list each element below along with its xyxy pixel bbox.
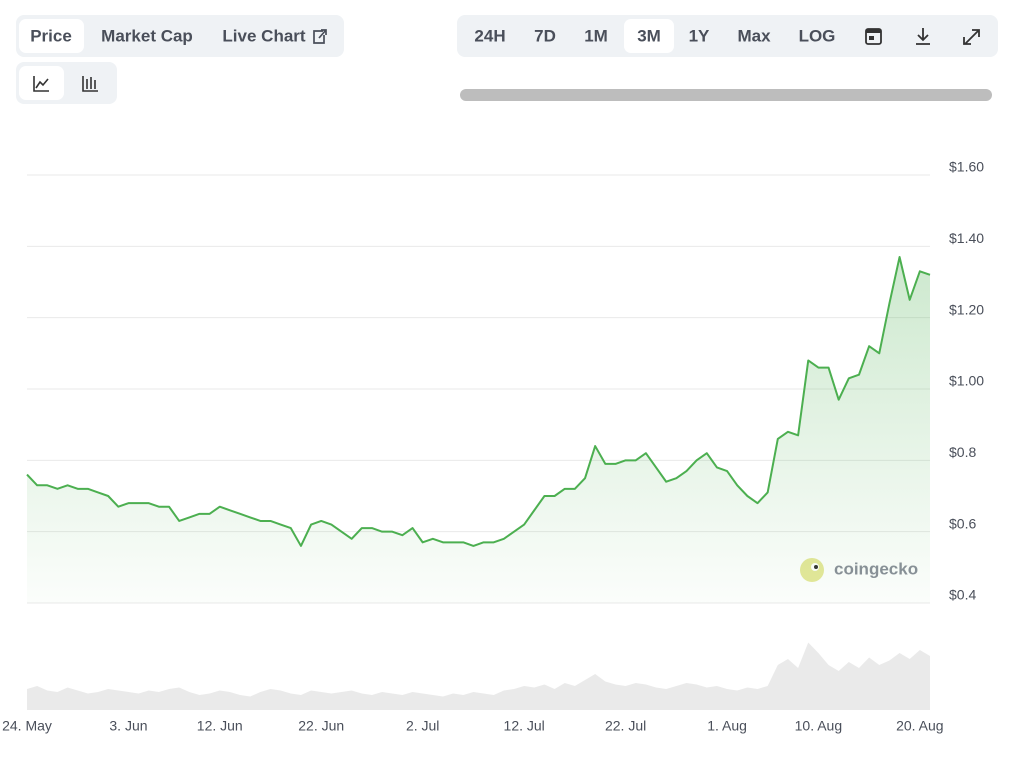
range-button[interactable]: 7D xyxy=(534,26,556,45)
y-tick-label: $0.4 xyxy=(949,587,976,603)
y-tick-label: $1.00 xyxy=(949,373,984,389)
range-button[interactable]: 3M xyxy=(637,26,661,45)
range-group xyxy=(457,15,998,57)
scrollbar[interactable] xyxy=(460,89,992,101)
tab-button[interactable]: Market Cap xyxy=(101,26,193,45)
live-chart-icon xyxy=(313,29,327,44)
x-tick-label: 10. Aug xyxy=(795,718,843,734)
price-line xyxy=(26,256,931,547)
range-button[interactable]: 1M xyxy=(584,26,608,45)
active-tab-bg xyxy=(19,19,84,53)
range-button[interactable]: 24H xyxy=(474,26,505,45)
price-area xyxy=(27,257,930,603)
calendar-button[interactable] xyxy=(865,28,882,45)
x-tick-label: 24. May xyxy=(2,718,52,734)
y-tick-label: $0.8 xyxy=(949,444,976,460)
range-button[interactable]: LOG xyxy=(799,26,836,45)
y-tick-label: $1.40 xyxy=(949,230,984,246)
volume-area xyxy=(27,642,930,710)
y-tick-label: $1.20 xyxy=(949,301,984,317)
y-tick-label: $1.60 xyxy=(949,159,984,175)
x-tick-label: 22. Jun xyxy=(298,718,344,734)
download-button[interactable] xyxy=(916,28,930,45)
x-tick-label: 20. Aug xyxy=(896,718,944,734)
x-tick-label: 3. Jun xyxy=(109,718,147,734)
fullscreen-button[interactable] xyxy=(963,29,980,45)
x-tick-label: 1. Aug xyxy=(707,718,747,734)
x-tick-label: 12. Jul xyxy=(504,718,545,734)
tab-button[interactable]: Live Chart xyxy=(222,26,305,45)
line-chart-button[interactable] xyxy=(33,76,49,92)
x-tick-label: 2. Jul xyxy=(406,718,439,734)
active-range-bg xyxy=(624,19,674,53)
x-tick-label: 22. Jul xyxy=(605,718,646,734)
candle-chart-button[interactable] xyxy=(82,76,98,92)
tab-button[interactable]: Price xyxy=(30,26,72,45)
range-button[interactable]: 1Y xyxy=(689,26,710,45)
x-tick-label: 12. Jun xyxy=(197,718,243,734)
range-button[interactable]: Max xyxy=(737,26,771,45)
y-tick-label: $0.6 xyxy=(949,515,976,531)
tab-group xyxy=(16,15,344,57)
